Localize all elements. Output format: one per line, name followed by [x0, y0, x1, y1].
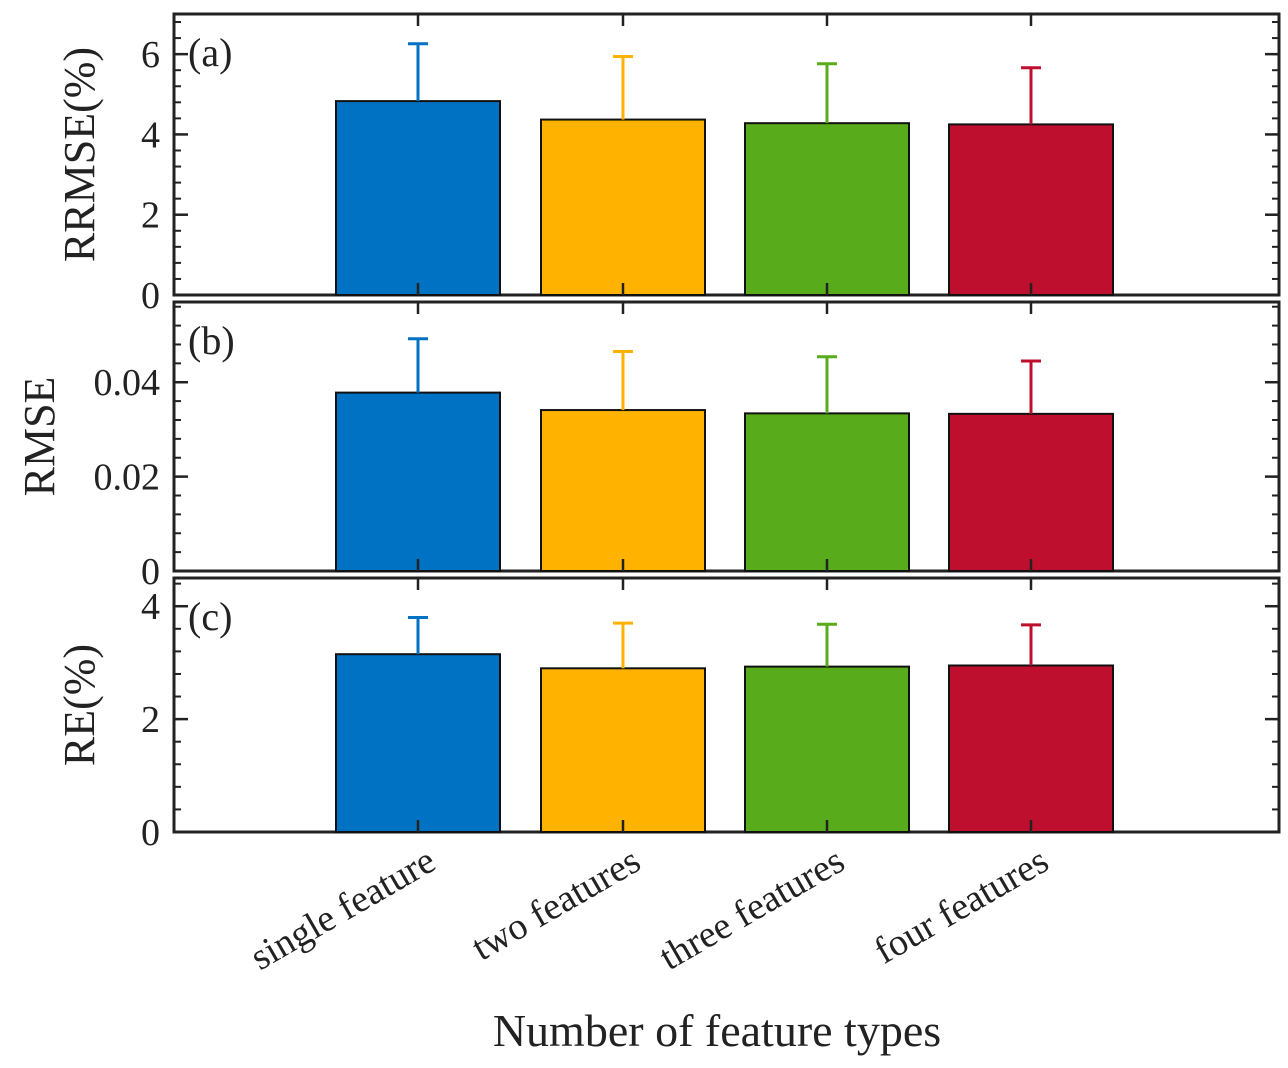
y-axis-label: RRMSE(%)	[55, 47, 104, 262]
y-tick-label: 0.04	[94, 362, 161, 404]
bar-four-features	[948, 412, 1114, 573]
panel-label: (a)	[188, 30, 232, 75]
chart-panel-b: 0 0.02 0.04 (b) RMSE	[15, 300, 1281, 593]
chart-panel-a: 0 2 4 6 (a) RRMSE(%)	[55, 12, 1281, 317]
chart-panels: 0 2 4 6 (a) RRMSE(%) 0 0.02 0.04 (b) RMSE 0 2 4 (c) RE(…	[15, 12, 1281, 854]
bar-two-features	[540, 118, 706, 296]
y-tick-label: 6	[141, 34, 160, 76]
y-tick-label: 2	[141, 699, 160, 741]
x-tick-label: single feature	[243, 839, 442, 978]
plot-frame	[172, 300, 1281, 573]
x-tick-label: three features	[652, 839, 851, 978]
x-axis-label: Number of feature types	[493, 1005, 941, 1056]
x-tick-label: two features	[465, 839, 648, 969]
bar-single-feature	[335, 100, 501, 296]
bar-single-feature	[335, 653, 501, 834]
y-tick-label: 4	[141, 586, 160, 628]
y-tick-label: 0	[141, 551, 160, 593]
bar-three-features	[744, 122, 910, 296]
chart-panel-c: 0 2 4 (c) RE(%)	[55, 576, 1281, 854]
bar-four-features	[948, 664, 1114, 833]
y-tick-label: 0	[141, 812, 160, 854]
panel-label: (c)	[188, 594, 232, 639]
y-axis-label: RE(%)	[55, 644, 104, 766]
y-tick-label: 0.02	[94, 457, 161, 499]
bar-three-features	[744, 665, 910, 834]
plot-frame	[172, 12, 1281, 297]
bar-two-features	[540, 667, 706, 833]
y-tick-label: 2	[141, 195, 160, 237]
y-tick-label: 0	[141, 275, 160, 317]
bar-three-features	[744, 412, 910, 572]
y-tick-label: 4	[141, 114, 160, 156]
panel-label: (b)	[188, 318, 235, 363]
bar-two-features	[540, 409, 706, 572]
bar-four-features	[948, 123, 1114, 297]
bar-single-feature	[335, 391, 501, 573]
category-labels: single feature two features three features…	[243, 839, 1055, 978]
y-axis-label: RMSE	[15, 377, 64, 497]
plot-frame	[172, 576, 1281, 834]
x-tick-label: four features	[867, 839, 1055, 972]
